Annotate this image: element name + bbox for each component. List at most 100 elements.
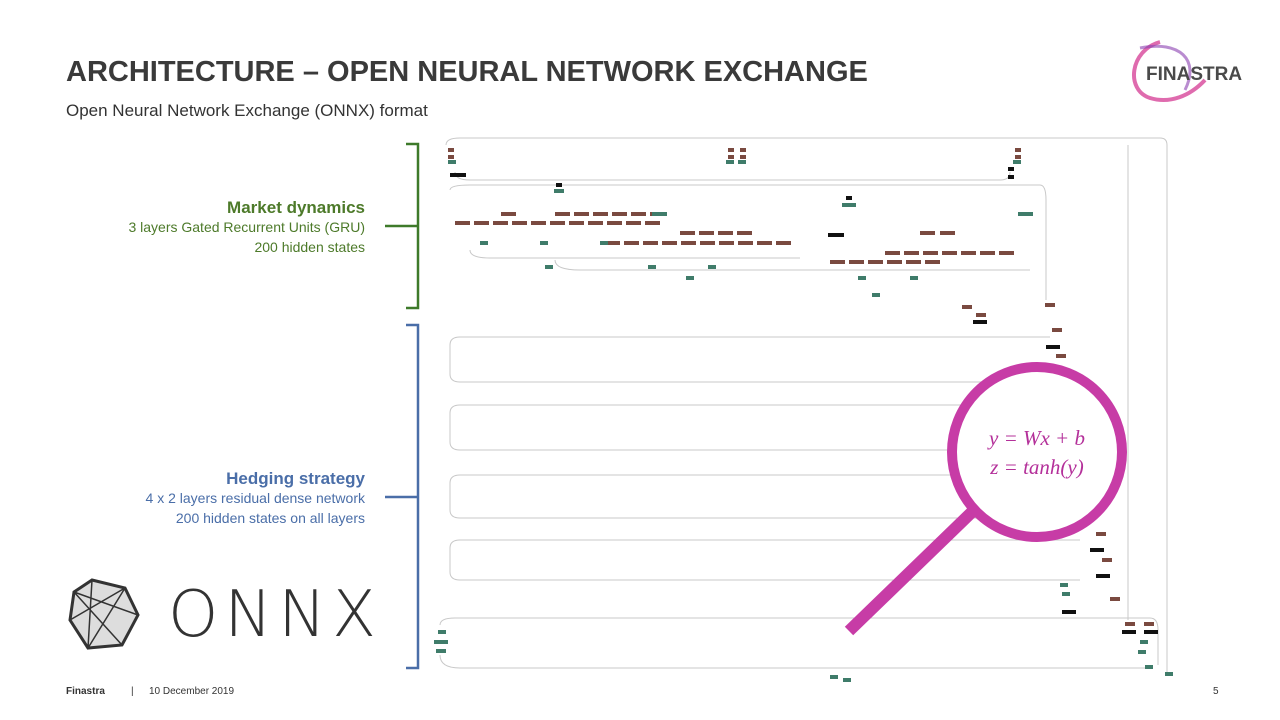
graph-node (962, 305, 972, 309)
graph-node (1144, 622, 1154, 626)
graph-node (740, 148, 746, 152)
graph-node (645, 221, 660, 225)
graph-node (600, 241, 608, 245)
graph-node (700, 241, 715, 245)
graph-node (1125, 622, 1135, 626)
graph-node (843, 678, 851, 682)
section-title: Market dynamics (227, 198, 365, 217)
graph-node (474, 221, 489, 225)
graph-node (493, 221, 508, 225)
graph-node (555, 212, 570, 216)
graph-node (448, 160, 456, 164)
graph-node (980, 251, 995, 255)
graph-node (961, 251, 976, 255)
graph-node (906, 260, 921, 264)
graph-node (1062, 610, 1076, 614)
graph-node (501, 212, 516, 216)
subtitle: Open Neural Network Exchange (ONNX) form… (66, 101, 428, 120)
graph-node (830, 260, 845, 264)
graph-node (569, 221, 584, 225)
graph-node (849, 260, 864, 264)
graph-node (920, 231, 935, 235)
graph-node (1045, 303, 1055, 307)
graph-node (719, 241, 734, 245)
graph-node (686, 276, 694, 280)
graph-node (574, 212, 589, 216)
graph-node (607, 221, 622, 225)
onnx-logo (68, 578, 140, 650)
graph-node (450, 173, 466, 177)
graph-node (681, 241, 696, 245)
graph-node (480, 241, 488, 245)
graph-node (708, 265, 716, 269)
graph-node (973, 320, 987, 324)
equation: y = Wx + b (987, 426, 1085, 450)
graph-node (605, 241, 620, 245)
graph-node (830, 675, 838, 679)
graph-node (556, 183, 562, 187)
graph-node (434, 640, 448, 644)
graph-node (438, 630, 446, 634)
graph-node (887, 260, 902, 264)
graph-node (448, 155, 454, 159)
graph-node (512, 221, 527, 225)
graph-node (540, 241, 548, 245)
section-line: 3 layers Gated Recurrent Units (GRU) (128, 219, 365, 235)
logo-text: FINASTRA (1146, 64, 1242, 85)
graph-node (1056, 354, 1066, 358)
footer-page: 5 (1213, 686, 1219, 697)
section-line: 4 x 2 layers residual dense network (146, 490, 366, 506)
graph-node (631, 212, 646, 216)
graph-node (448, 148, 454, 152)
graph-node (1165, 672, 1173, 676)
graph-node (662, 241, 677, 245)
graph-node (910, 276, 918, 280)
onnx-text: ONNX (168, 578, 382, 652)
graph-node (1122, 630, 1136, 634)
section-line: 200 hidden states on all layers (176, 510, 365, 526)
graph-node (728, 155, 734, 159)
graph-node (1102, 558, 1112, 562)
graph-node (923, 251, 938, 255)
graph-node (1144, 630, 1158, 634)
graph-node (455, 221, 470, 225)
graph-node (1145, 665, 1153, 669)
graph-node (842, 203, 856, 207)
graph-node (868, 260, 883, 264)
finastra-logo: FINASTRA (1132, 40, 1242, 102)
graph-node (1096, 574, 1110, 578)
graph-node (680, 231, 695, 235)
graph-node (1013, 160, 1021, 164)
graph-node (1140, 640, 1148, 644)
onnx-graph (434, 137, 1173, 682)
graph-node (652, 212, 667, 216)
graph-node (828, 233, 844, 237)
graph-node (858, 276, 866, 280)
graph-node (738, 160, 746, 164)
graph-node (726, 160, 734, 164)
graph-node (1090, 548, 1104, 552)
graph-node (999, 251, 1014, 255)
title: ARCHITECTURE – OPEN NEURAL NETWORK EXCHA… (66, 56, 868, 88)
graph-node (1062, 592, 1070, 596)
graph-node (872, 293, 880, 297)
graph-node (738, 241, 753, 245)
graph-node (1096, 532, 1106, 536)
footer-date: 10 December 2019 (149, 686, 234, 697)
graph-node (942, 251, 957, 255)
graph-node (1015, 148, 1021, 152)
graph-node (1060, 583, 1068, 587)
magnifier: y = Wx + b z = tanh(y) (844, 362, 1127, 636)
graph-node (1008, 167, 1014, 171)
graph-node (626, 221, 641, 225)
graph-node (612, 212, 627, 216)
graph-node (846, 196, 852, 200)
graph-node (436, 649, 446, 653)
graph-node (776, 241, 791, 245)
graph-node (643, 241, 658, 245)
bracket-hedging (385, 323, 420, 670)
graph-node (737, 231, 752, 235)
graph-node (904, 251, 919, 255)
equation: z = tanh(y) (989, 455, 1084, 479)
footer-company: Finastra (66, 686, 105, 697)
